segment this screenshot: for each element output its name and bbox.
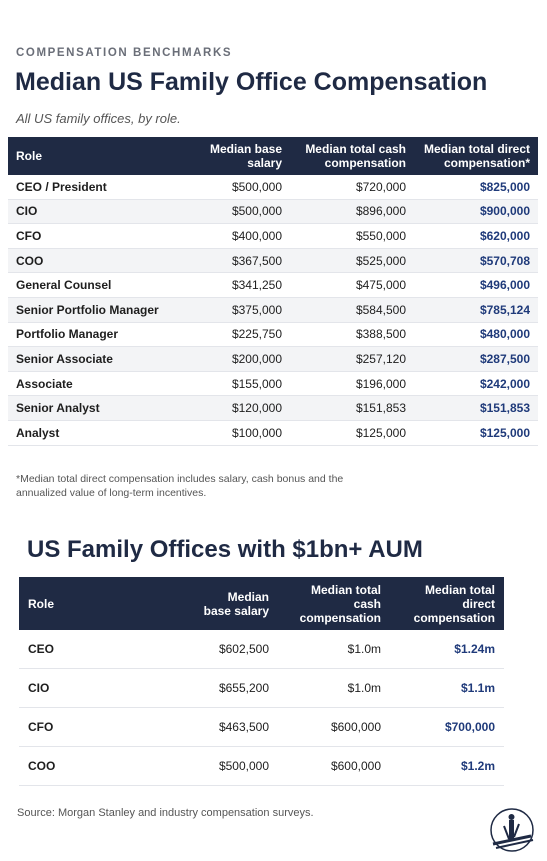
cell: $257,120 xyxy=(290,346,414,372)
title: Median US Family Office Compensation xyxy=(15,68,488,96)
cell: $1.0m xyxy=(278,668,390,708)
cell: $287,500 xyxy=(414,346,538,372)
role: Senior Analyst xyxy=(8,395,170,421)
cell: $500,000 xyxy=(190,746,278,786)
row: COO $500,000 $600,000 $1.2m xyxy=(19,746,504,786)
role: CEO / President xyxy=(8,175,170,200)
cell: $1.2m xyxy=(390,746,504,786)
header-row: Role Median base salary Median total cash … xyxy=(8,137,538,175)
cell: $500,000 xyxy=(170,199,290,225)
role: Analyst xyxy=(8,420,170,446)
column-header: Median total direct compensation xyxy=(390,577,504,630)
role: Portfolio Manager xyxy=(8,322,170,348)
column-header: Role xyxy=(8,137,170,175)
cell: $570,708 xyxy=(414,248,538,274)
role: General Counsel xyxy=(8,272,170,298)
source: Source: Morgan Stanley and industry comp… xyxy=(17,807,314,819)
role: CFO xyxy=(19,707,190,747)
table: Role Median base salary Median total cash … xyxy=(19,577,504,786)
row: Associate $155,000 $196,000 $242,000 xyxy=(8,371,538,397)
cell: $525,000 xyxy=(290,248,414,274)
cell: $151,853 xyxy=(290,395,414,421)
row: Senior Portfolio Manager $375,000 $584,500… xyxy=(8,297,538,323)
row: CEO / President $500,000 $720,000 $825,000 xyxy=(8,175,538,200)
cell: $125,000 xyxy=(290,420,414,446)
role: CFO xyxy=(8,223,170,249)
role: CIO xyxy=(19,668,190,708)
row: CFO $400,000 $550,000 $620,000 xyxy=(8,223,538,249)
cell: $151,853 xyxy=(414,395,538,421)
cell: $120,000 xyxy=(170,395,290,421)
cell: $600,000 xyxy=(278,746,390,786)
cell: $825,000 xyxy=(414,175,538,200)
role: Senior Portfolio Manager xyxy=(8,297,170,323)
cell: $480,000 xyxy=(414,322,538,348)
row: Analyst $100,000 $125,000 $125,000 xyxy=(8,420,538,446)
cell: $388,500 xyxy=(290,322,414,348)
cell: $242,000 xyxy=(414,371,538,397)
column-header: Median total cash compensation xyxy=(290,137,414,175)
column-header: Role xyxy=(19,577,190,630)
cell: $655,200 xyxy=(190,668,278,708)
role: Associate xyxy=(8,371,170,397)
cell: $1.1m xyxy=(390,668,504,708)
column-header: Median base salary xyxy=(170,137,290,175)
cell: $225,750 xyxy=(170,322,290,348)
header-row: Role Median base salary Median total cash … xyxy=(19,577,504,630)
cell: $155,000 xyxy=(170,371,290,397)
cell: $196,000 xyxy=(290,371,414,397)
cell: $496,000 xyxy=(414,272,538,298)
cell: $100,000 xyxy=(170,420,290,446)
table: Role Median base salary Median total cash … xyxy=(8,137,538,446)
cell: $700,000 xyxy=(390,707,504,747)
row: Portfolio Manager $225,750 $388,500 $480,00… xyxy=(8,322,538,348)
cell: $125,000 xyxy=(414,420,538,446)
role: COO xyxy=(19,746,190,786)
cell: $1.0m xyxy=(278,630,390,669)
role: Senior Associate xyxy=(8,346,170,372)
column-header: Median total cash compensation xyxy=(278,577,390,630)
cell: $896,000 xyxy=(290,199,414,225)
role: CIO xyxy=(8,199,170,225)
cell: $375,000 xyxy=(170,297,290,323)
row: Senior Associate $200,000 $257,120 $287,500 xyxy=(8,346,538,372)
cell: $200,000 xyxy=(170,346,290,372)
row: CIO $500,000 $896,000 $900,000 xyxy=(8,199,538,225)
cell: $785,124 xyxy=(414,297,538,323)
row: CEO $602,500 $1.0m $1.24m xyxy=(19,630,504,669)
eyebrow: COMPENSATION BENCHMARKS xyxy=(16,47,233,59)
cell: $463,500 xyxy=(190,707,278,747)
section-title: US Family Offices with $1bn+ AUM xyxy=(27,536,423,563)
row: Senior Analyst $120,000 $151,853 $151,853 xyxy=(8,395,538,421)
logo xyxy=(490,808,534,852)
cell: $400,000 xyxy=(170,223,290,249)
cell: $602,500 xyxy=(190,630,278,669)
column-header: Median total direct compensation* xyxy=(414,137,538,175)
row: CFO $463,500 $600,000 $700,000 xyxy=(19,707,504,747)
footnote: *Median total direct compensation includ… xyxy=(16,473,344,499)
cell: $600,000 xyxy=(278,707,390,747)
cell: $900,000 xyxy=(414,199,538,225)
role: CEO xyxy=(19,630,190,669)
cell: $550,000 xyxy=(290,223,414,249)
column-header: Median base salary xyxy=(190,577,278,630)
role: COO xyxy=(8,248,170,274)
cell: $341,250 xyxy=(170,272,290,298)
cell: $475,000 xyxy=(290,272,414,298)
row: CIO $655,200 $1.0m $1.1m xyxy=(19,668,504,708)
cell: $720,000 xyxy=(290,175,414,200)
cell: $500,000 xyxy=(170,175,290,200)
row: COO $367,500 $525,000 $570,708 xyxy=(8,248,538,274)
cell: $584,500 xyxy=(290,297,414,323)
cell: $367,500 xyxy=(170,248,290,274)
cell: $1.24m xyxy=(390,630,504,669)
row: General Counsel $341,250 $475,000 $496,000 xyxy=(8,272,538,298)
subtitle: All US family offices, by role. xyxy=(16,111,181,126)
cell: $620,000 xyxy=(414,223,538,249)
